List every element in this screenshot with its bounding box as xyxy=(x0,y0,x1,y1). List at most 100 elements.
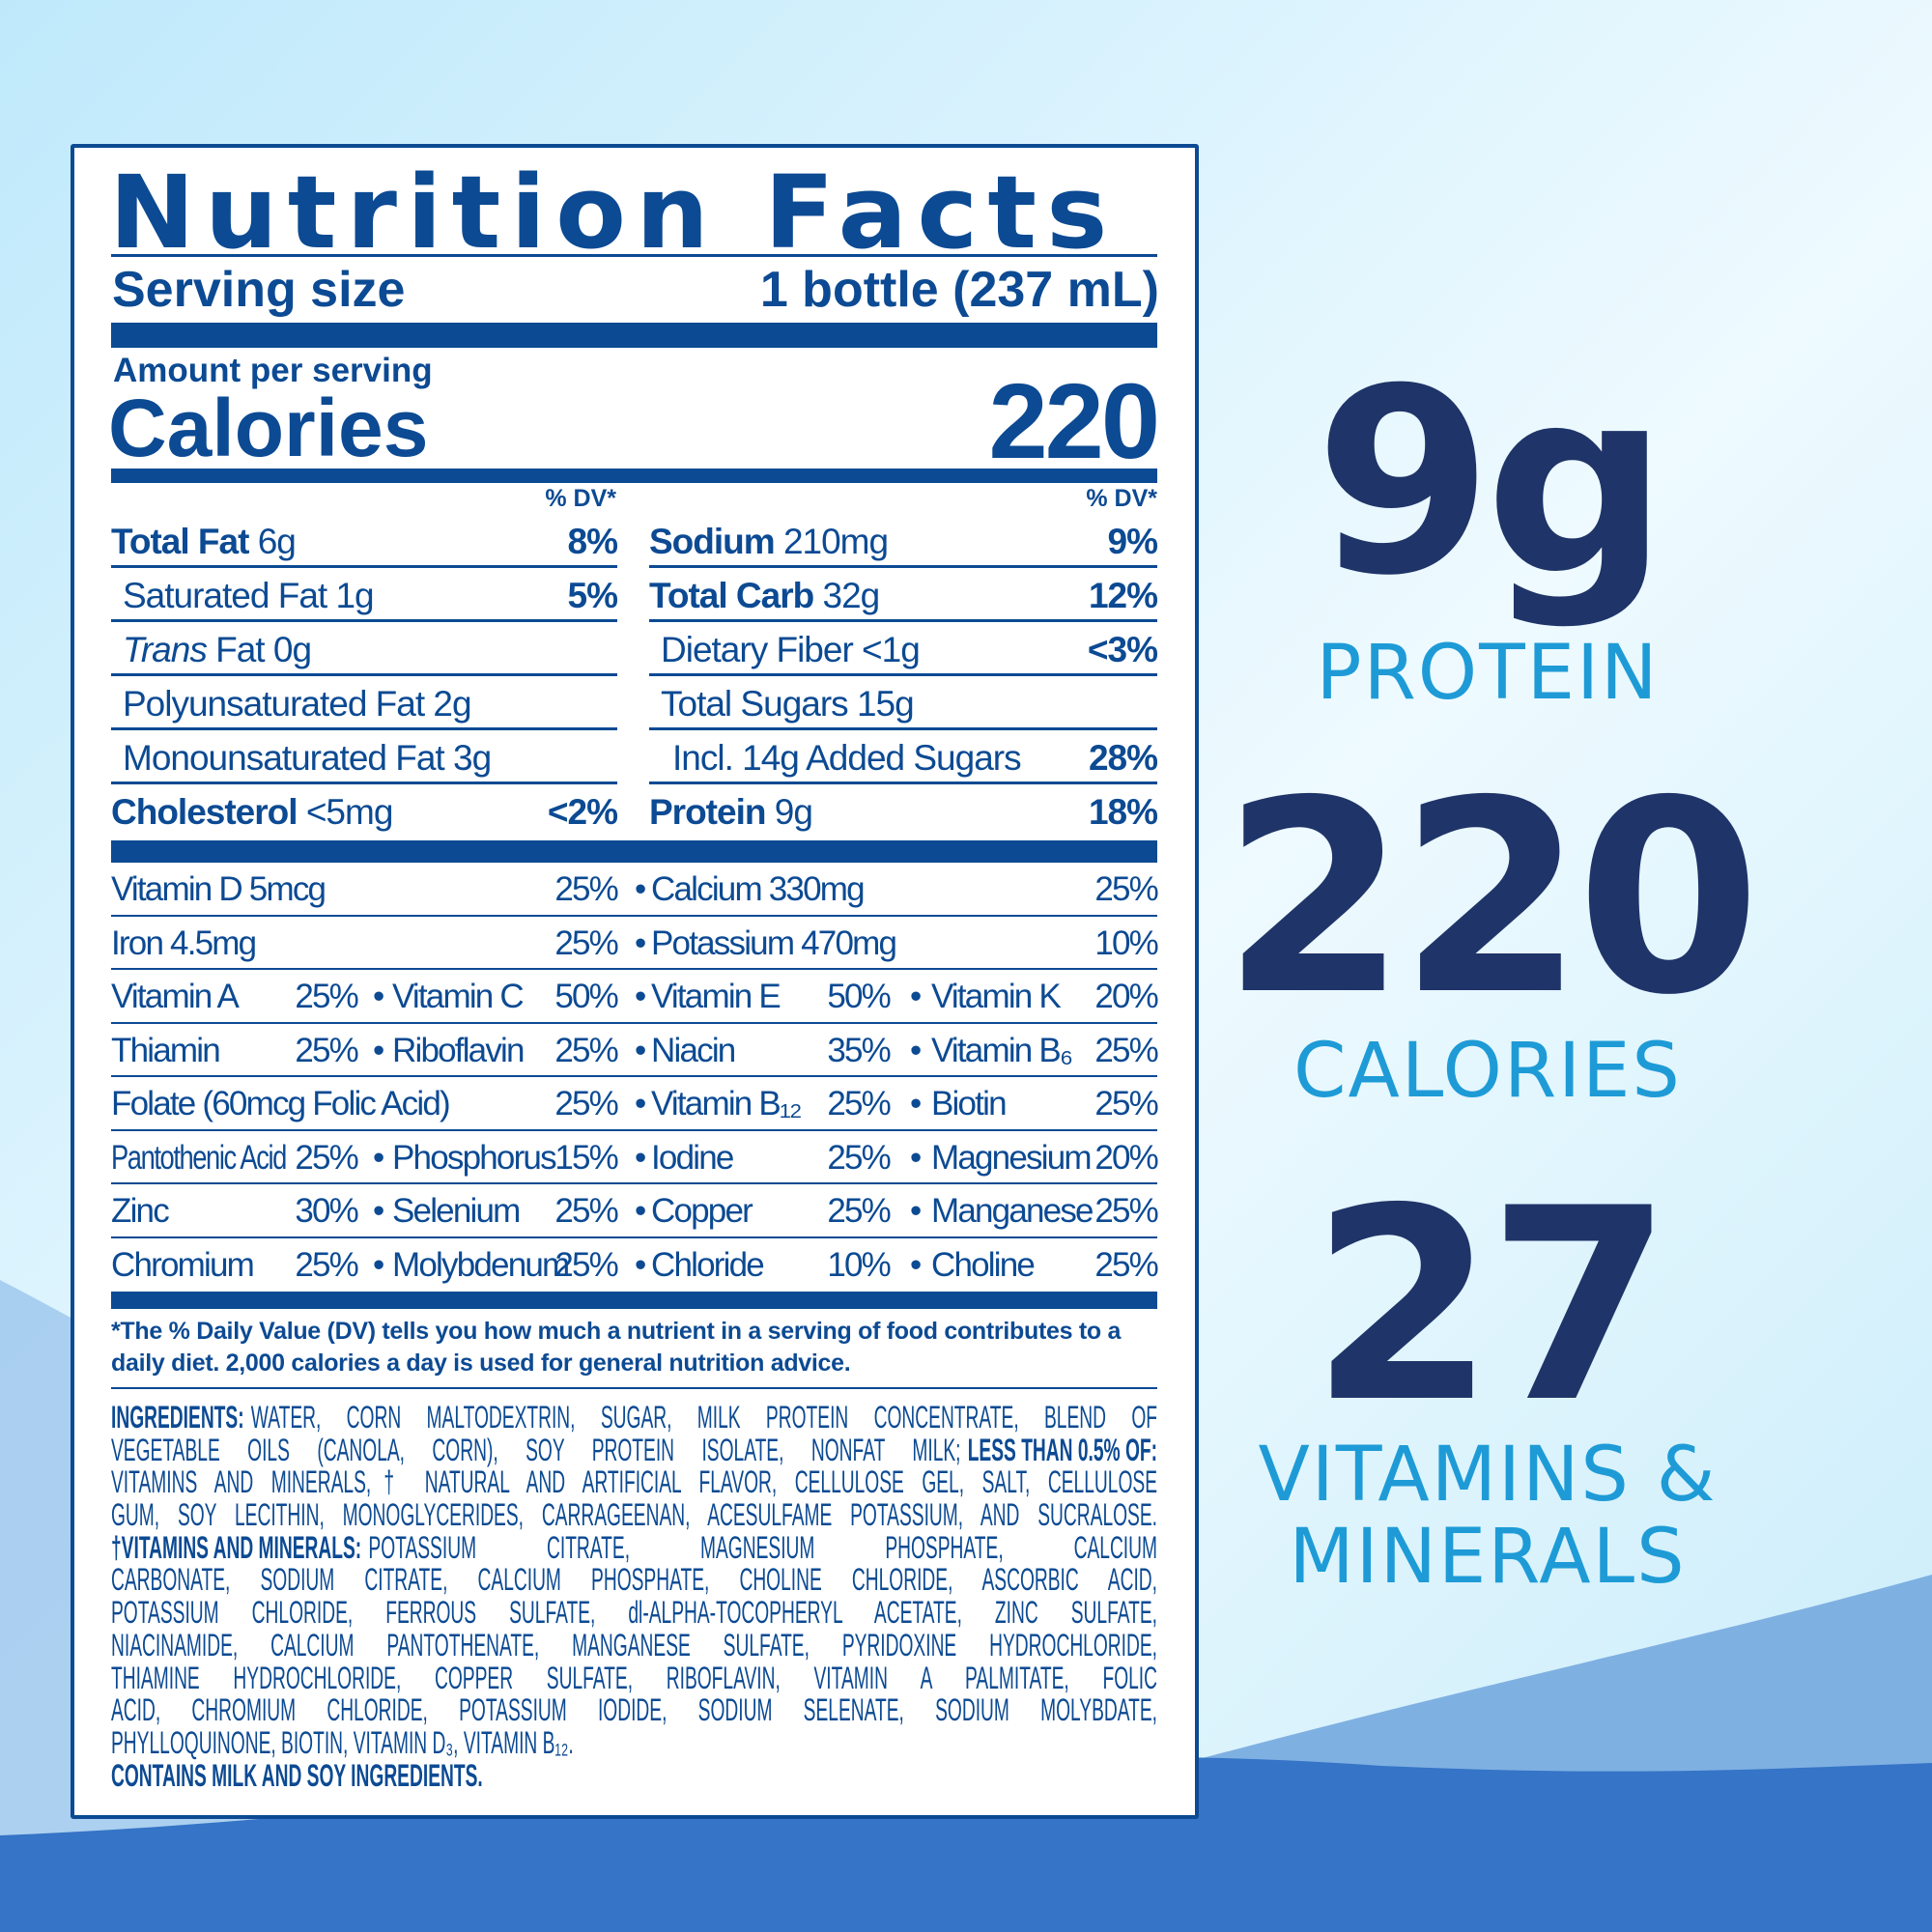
ingredients-line: CONTAINS MILK AND SOY INGREDIENTS. xyxy=(111,1759,1157,1792)
vitamin-row: Pantothenic Acid 25% Phosphorus 15% Iodine 25… xyxy=(111,1131,1159,1184)
vitamin-name: Riboflavin xyxy=(392,1031,525,1069)
vitamin-dv: 25% xyxy=(554,1192,618,1230)
vitamin-dv: 25% xyxy=(1094,1031,1158,1069)
vitamin-dv: 25% xyxy=(554,1245,618,1284)
vitamin-row: Vitamin A 25% Vitamin C 50% Vitamin E 50% Vita… xyxy=(111,970,1159,1024)
vitamin-name: Manganese xyxy=(931,1192,1094,1230)
nutrient-amount: Incl. 14g Added Sugars xyxy=(672,738,1022,778)
serving-size-value: 1 bottle (237 mL) xyxy=(759,262,1159,318)
ingredients-line: ACID, CHROMIUM CHLORIDE, POTASSIUM IODID… xyxy=(111,1693,1157,1726)
vitamin-dv: 25% xyxy=(1094,1192,1158,1230)
ingredients-bold-segment: INGREDIENTS: xyxy=(111,1400,244,1435)
vitamin-dv: 25% xyxy=(295,1031,358,1069)
vitamin-dv: 20% xyxy=(1094,978,1158,1015)
vitamin-dv: 30% xyxy=(295,1192,358,1230)
vitamin-name: Iodine xyxy=(651,1138,734,1177)
nutrient-name: Protein xyxy=(649,792,766,832)
thick-divider xyxy=(111,840,1157,863)
vitamin-dv: 25% xyxy=(1094,1245,1158,1284)
vitamin-dv: 25% xyxy=(827,1192,891,1230)
vitamin-name: Magnesium xyxy=(931,1138,1093,1177)
nutrient-amount: Polyunsaturated Fat 2g xyxy=(123,684,472,724)
vitamin-name: Vitamin B₁₂ xyxy=(651,1085,803,1122)
vitamin-name: Iron 4.5mg xyxy=(111,923,257,962)
bullet-separator: • xyxy=(910,1245,922,1284)
vitamins-label: VITAMINS & xyxy=(1258,1432,1718,1519)
nutrient-row: Total Fat 6g 8% xyxy=(111,514,618,568)
nutrient-row: Total Carb 32g 12% xyxy=(649,568,1158,622)
vitamins-count-value: 27 xyxy=(1310,1151,1673,1461)
vitamin-name: Copper xyxy=(651,1192,753,1230)
vitamin-dv: 25% xyxy=(827,1138,891,1177)
nutrient-amount: 210mg xyxy=(774,522,889,561)
vitamin-name: Chromium xyxy=(111,1245,255,1284)
nutrient-row: Trans Fat 0g xyxy=(111,622,617,676)
nutrient-dv: 5% xyxy=(567,576,618,615)
thick-divider xyxy=(111,323,1157,348)
vitamin-row: Vitamin D 5mcg 25% Calcium 330mg 25% • xyxy=(111,863,1159,917)
vitamin-name: Vitamin E xyxy=(651,978,781,1015)
nutrient-amount: 9g xyxy=(765,792,813,832)
bullet-separator: • xyxy=(635,870,646,908)
vitamin-name: Calcium 330mg xyxy=(651,870,866,908)
nutrient-dv: <3% xyxy=(1087,630,1158,669)
vitamin-name: Pantothenic Acid xyxy=(111,1138,287,1177)
nutrient-name-italic: Trans xyxy=(123,630,208,669)
vitamin-dv: 25% xyxy=(295,978,358,1015)
bullet-separator: • xyxy=(910,978,922,1015)
nutrient-row: Total Sugars 15g xyxy=(649,676,1157,730)
vitamin-dv: 35% xyxy=(827,1031,891,1069)
vitamin-name: Phosphorus xyxy=(392,1138,557,1177)
bullet-separator: • xyxy=(373,1138,384,1177)
ingredients-line: VITAMINS AND MINERALS,† NATURAL AND ARTI… xyxy=(111,1465,1157,1499)
ingredients-bold-segment: †VITAMINS AND MINERALS: xyxy=(111,1529,362,1565)
ingredients-line: THIAMINE HYDROCHLORIDE, COPPER SULFATE, … xyxy=(111,1662,1157,1694)
ingredients-line: VEGETABLE OILS (CANOLA, CORN), SOY PROTE… xyxy=(111,1434,1157,1466)
ingredients-segment: ACID, CHROMIUM CHLORIDE, POTASSIUM IODID… xyxy=(111,1692,1157,1728)
dv-header-right: % DV* xyxy=(1086,485,1157,512)
nutrient-row: Saturated Fat 1g 5% xyxy=(111,568,618,622)
ingredients-line: CARBONATE, SODIUM CITRATE, CALCIUM PHOSP… xyxy=(111,1562,1157,1598)
vitamin-dv: 25% xyxy=(295,1138,358,1177)
vitamin-dv: 25% xyxy=(554,870,618,908)
vitamin-dv: 25% xyxy=(1094,870,1158,908)
bullet-separator: • xyxy=(635,1031,646,1069)
nutrient-dv: 18% xyxy=(1088,792,1158,832)
vitamin-dv: 25% xyxy=(554,1085,618,1122)
nutrient-row: Sodium 210mg 9% xyxy=(649,514,1158,568)
nutrient-amount: Saturated Fat 1g xyxy=(123,576,375,615)
bullet-separator: • xyxy=(373,1245,384,1284)
dv-header-left: % DV* xyxy=(545,485,616,512)
vitamin-name: Chloride xyxy=(651,1245,765,1284)
ingredients-line: PHYLLOQUINONE, BIOTIN, VITAMIN D₃, VITAM… xyxy=(111,1726,1157,1759)
ingredients-segment: POTASSIUM CITRATE, MAGNESIUM PHOSPHATE, … xyxy=(368,1529,1157,1565)
vitamin-dv: 25% xyxy=(827,1085,891,1122)
vitamin-dv: 25% xyxy=(295,1245,358,1284)
vitamin-name: Vitamin A xyxy=(111,978,240,1015)
nutrient-row: Cholesterol <5mg <2% xyxy=(111,784,618,838)
nutrient-amount: 6g xyxy=(248,522,297,561)
vitamin-dv: 15% xyxy=(554,1138,618,1177)
vitamin-name: Vitamin D 5mcg xyxy=(111,870,327,908)
vitamin-row: Chromium 25% Molybdenum 25% Chloride 10% Choli… xyxy=(111,1238,1159,1293)
bullet-separator: • xyxy=(910,1138,922,1177)
nutrient-row: Polyunsaturated Fat 2g xyxy=(111,676,617,730)
vitamin-name: Thiamin xyxy=(111,1031,221,1069)
nutrient-dv: 9% xyxy=(1107,522,1158,561)
vitamin-dv: 25% xyxy=(554,1031,618,1069)
bullet-separator: • xyxy=(910,1192,922,1230)
nutrient-amount: <5mg xyxy=(297,792,394,832)
nutrient-row: Incl. 14g Added Sugars 28% xyxy=(649,730,1158,784)
ingredients-segment: CARBONATE, SODIUM CITRATE, CALCIUM PHOSP… xyxy=(111,1562,1157,1598)
minerals-label: MINERALS xyxy=(1289,1514,1687,1601)
vitamin-dv: 50% xyxy=(827,978,891,1015)
nutrient-dv: 12% xyxy=(1088,576,1158,615)
vitamin-name: Potassium 470mg xyxy=(651,923,897,962)
vitamin-name: Vitamin B₆ xyxy=(931,1031,1073,1069)
nutrient-amount: Fat 0g xyxy=(206,630,312,669)
bullet-separator: • xyxy=(910,1031,922,1069)
vitamin-dv: 25% xyxy=(1094,1085,1158,1122)
divider xyxy=(111,1387,1157,1389)
nutrition-facts-title: Nutrition Facts xyxy=(109,154,1118,271)
ingredients-segment: POTASSIUM CHLORIDE, FERROUS SULFATE, dl-… xyxy=(111,1595,1157,1631)
